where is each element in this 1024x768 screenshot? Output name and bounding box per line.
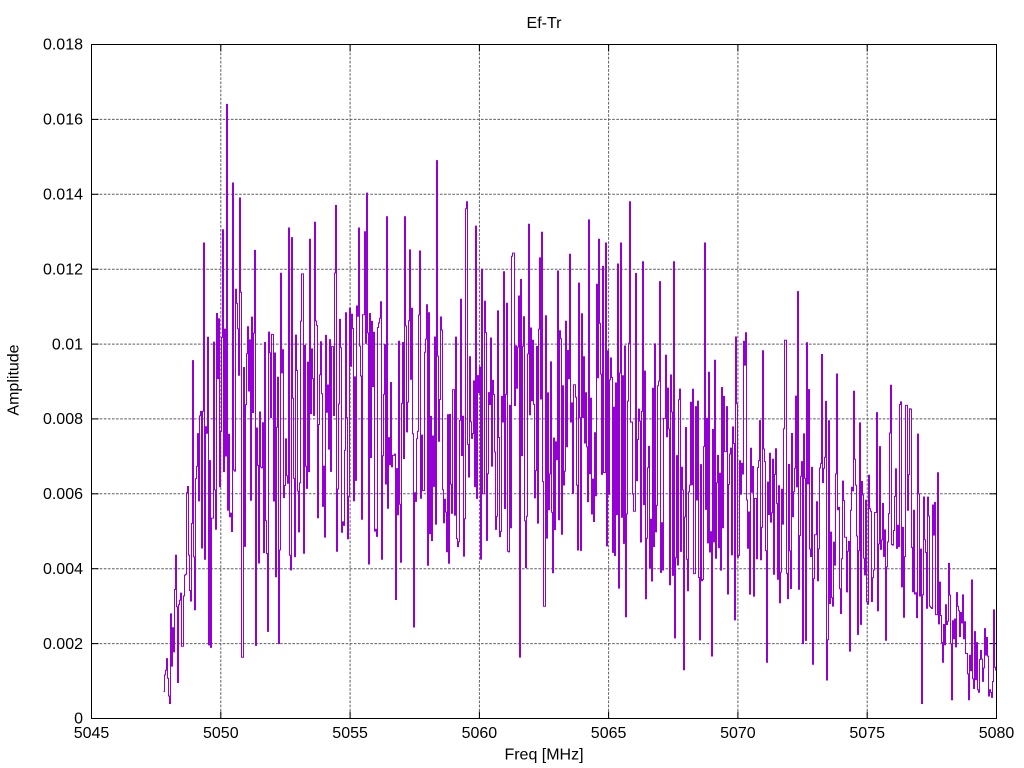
svg-text:Freq [MHz]: Freq [MHz]: [504, 747, 583, 764]
svg-text:Amplitude: Amplitude: [5, 344, 22, 415]
svg-text:0.014: 0.014: [43, 187, 83, 204]
svg-text:5075: 5075: [849, 725, 885, 742]
svg-text:0.016: 0.016: [43, 112, 83, 129]
svg-text:Ef-Tr: Ef-Tr: [527, 15, 563, 32]
svg-text:5070: 5070: [720, 725, 756, 742]
svg-text:0.002: 0.002: [43, 636, 83, 653]
svg-text:5055: 5055: [332, 725, 368, 742]
svg-text:0.012: 0.012: [43, 261, 83, 278]
svg-text:0.008: 0.008: [43, 411, 83, 428]
svg-text:0.004: 0.004: [43, 561, 83, 578]
svg-text:0: 0: [74, 711, 83, 728]
svg-text:5050: 5050: [203, 725, 239, 742]
svg-text:0.01: 0.01: [52, 336, 83, 353]
svg-text:5060: 5060: [462, 725, 498, 742]
svg-text:5045: 5045: [74, 725, 110, 742]
svg-text:0.018: 0.018: [43, 37, 83, 54]
svg-text:5065: 5065: [591, 725, 627, 742]
svg-text:5080: 5080: [979, 725, 1015, 742]
svg-text:0.006: 0.006: [43, 486, 83, 503]
